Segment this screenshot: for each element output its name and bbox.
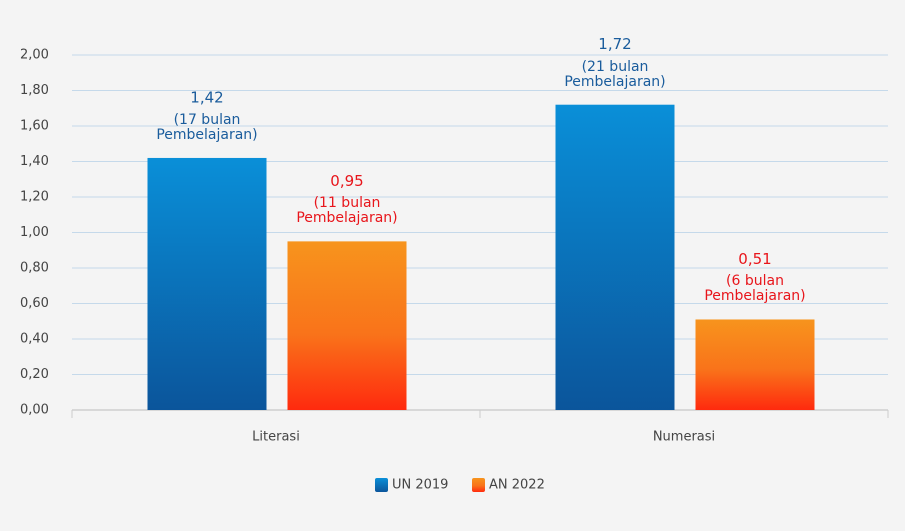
- bar: [695, 319, 815, 410]
- y-tick-label: 1,20: [20, 190, 49, 205]
- y-tick-label: 1,80: [20, 83, 49, 98]
- legend-swatch: [375, 478, 388, 492]
- annotation: (21 bulan Pembelajaran): [564, 58, 666, 90]
- annotation: (17 bulan Pembelajaran): [156, 111, 258, 143]
- legend-label: AN 2022: [489, 478, 545, 493]
- y-tick-label: 0,80: [20, 261, 49, 276]
- legend-label: UN 2019: [392, 478, 448, 493]
- y-tick-label: 0,00: [20, 403, 49, 418]
- annotation: (11 bulan Pembelajaran): [296, 195, 398, 227]
- y-tick-label: 0,20: [20, 367, 49, 382]
- x-tick-label: Literasi: [252, 430, 300, 445]
- y-tick-label: 2,00: [20, 48, 49, 63]
- value-label: 0,95: [330, 172, 363, 190]
- y-tick-label: 1,40: [20, 154, 49, 169]
- bar: [555, 104, 675, 410]
- x-tick-label: Numerasi: [653, 430, 715, 445]
- value-label: 1,72: [598, 35, 631, 53]
- y-tick-label: 1,00: [20, 225, 49, 240]
- y-tick-label: 0,40: [20, 332, 49, 347]
- legend-swatch: [472, 478, 485, 492]
- bar: [287, 241, 407, 410]
- value-label: 0,51: [738, 250, 771, 268]
- value-label: 1,42: [190, 88, 223, 106]
- y-tick-label: 0,60: [20, 296, 49, 311]
- y-tick-label: 1,60: [20, 119, 49, 134]
- bar: [147, 157, 267, 410]
- annotation: (6 bulan Pembelajaran): [704, 273, 806, 305]
